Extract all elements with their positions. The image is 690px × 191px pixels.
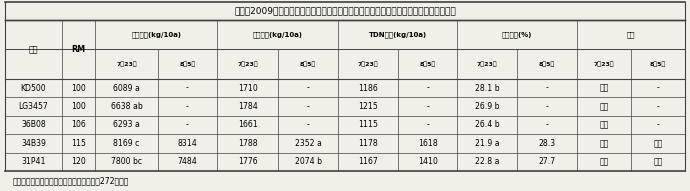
Text: 8314: 8314	[177, 139, 197, 148]
Text: 黄熟: 黄熟	[653, 157, 662, 166]
Text: 8月5日: 8月5日	[539, 61, 555, 67]
Text: 1618: 1618	[417, 139, 437, 148]
Text: KD500: KD500	[21, 84, 46, 93]
Text: 7月23日: 7月23日	[237, 61, 258, 67]
Text: 1784: 1784	[238, 102, 258, 111]
Text: 1186: 1186	[358, 84, 377, 93]
Text: 黄熟: 黄熟	[599, 84, 609, 93]
Text: TDN収量(kg/10a): TDN収量(kg/10a)	[368, 31, 427, 38]
Text: -: -	[307, 102, 310, 111]
Text: -: -	[657, 121, 660, 129]
Text: 1178: 1178	[358, 139, 377, 148]
Text: 品種: 品種	[29, 45, 38, 54]
Text: -: -	[426, 121, 429, 129]
Text: 1710: 1710	[238, 84, 258, 93]
Text: 6638 ab: 6638 ab	[110, 102, 142, 111]
Text: 8月5日: 8月5日	[300, 61, 316, 67]
Text: 黄熟: 黄熟	[599, 102, 609, 111]
Text: 7月23日: 7月23日	[357, 61, 378, 67]
Text: -: -	[657, 102, 660, 111]
Text: 6089 a: 6089 a	[113, 84, 140, 93]
Text: 7484: 7484	[177, 157, 197, 166]
Text: 34B39: 34B39	[21, 139, 46, 148]
Text: 7月23日: 7月23日	[116, 61, 137, 67]
Text: -: -	[307, 84, 310, 93]
Text: 生草収量(kg/10a): 生草収量(kg/10a)	[131, 31, 181, 38]
Text: 36B08: 36B08	[21, 121, 46, 129]
Text: -: -	[426, 102, 429, 111]
Text: -: -	[186, 121, 189, 129]
Text: 100: 100	[71, 84, 86, 93]
Text: -: -	[546, 84, 549, 93]
Text: 2352 a: 2352 a	[295, 139, 322, 148]
Text: 8月5日: 8月5日	[650, 61, 666, 67]
Text: 31P41: 31P41	[21, 157, 46, 166]
Text: 7800 bc: 7800 bc	[111, 157, 142, 166]
Text: 糊熟: 糊熟	[599, 157, 609, 166]
Text: 1115: 1115	[358, 121, 378, 129]
Text: -: -	[426, 84, 429, 93]
Text: 120: 120	[71, 157, 86, 166]
Text: 1215: 1215	[358, 102, 377, 111]
Text: 表２．2009年（梅雨入り６月９日、梅雨明け８月４日）の１作目の収穫時期別の収量等: 表２．2009年（梅雨入り６月９日、梅雨明け８月４日）の１作目の収穫時期別の収量…	[234, 6, 456, 15]
Text: 7月23日: 7月23日	[593, 61, 614, 67]
Text: 7月23日: 7月23日	[477, 61, 497, 67]
Text: -: -	[546, 102, 549, 111]
Text: RM: RM	[72, 45, 86, 54]
Text: 全乾物率(%): 全乾物率(%)	[502, 31, 532, 38]
Text: -: -	[307, 121, 310, 129]
Text: 黄熟: 黄熟	[599, 121, 609, 129]
Text: 6293 a: 6293 a	[113, 121, 140, 129]
Text: 乾物収量(kg/10a): 乾物収量(kg/10a)	[253, 31, 303, 38]
Text: 22.8 a: 22.8 a	[475, 157, 500, 166]
Text: 1661: 1661	[238, 121, 258, 129]
Text: 21.9 a: 21.9 a	[475, 139, 500, 148]
Text: 2074 b: 2074 b	[295, 157, 322, 166]
Text: 26.4 b: 26.4 b	[475, 121, 500, 129]
Text: -: -	[657, 84, 660, 93]
Text: -: -	[186, 102, 189, 111]
Text: 26.9 b: 26.9 b	[475, 102, 500, 111]
Text: -: -	[546, 121, 549, 129]
Text: 熟期: 熟期	[627, 31, 635, 38]
Text: 100: 100	[71, 102, 86, 111]
Text: 黄熟: 黄熟	[653, 139, 662, 148]
Text: 115: 115	[71, 139, 86, 148]
Text: 1410: 1410	[417, 157, 437, 166]
Text: -: -	[186, 84, 189, 93]
Text: ４月１日播種。６、７月の日照時間は合計272時間。: ４月１日播種。６、７月の日照時間は合計272時間。	[13, 176, 130, 185]
Text: 8月5日: 8月5日	[420, 61, 435, 67]
Text: 28.3: 28.3	[538, 139, 555, 148]
Text: 8169 c: 8169 c	[113, 139, 139, 148]
Text: 28.1 b: 28.1 b	[475, 84, 500, 93]
Text: 1776: 1776	[238, 157, 257, 166]
Text: 27.7: 27.7	[538, 157, 555, 166]
Text: 1167: 1167	[358, 157, 377, 166]
Text: 8月5日: 8月5日	[179, 61, 195, 67]
Text: 1788: 1788	[238, 139, 257, 148]
Text: 106: 106	[71, 121, 86, 129]
Text: 糊熟: 糊熟	[599, 139, 609, 148]
Text: LG3457: LG3457	[19, 102, 48, 111]
